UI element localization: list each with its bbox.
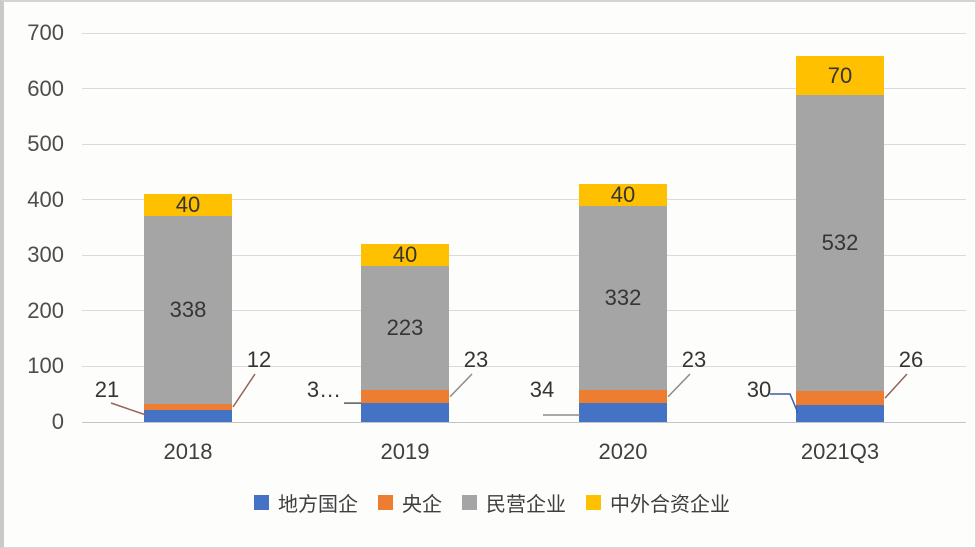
callout-label-2018-series1: 12 <box>246 347 272 372</box>
gridline-700 <box>82 32 966 34</box>
bar-segment-2019-series3 <box>361 244 449 267</box>
y-tick-label-600: 600 <box>27 75 64 101</box>
gridline-200 <box>82 310 966 312</box>
gridline-300 <box>82 254 966 256</box>
bar-segment-2021Q3-series1 <box>796 390 884 406</box>
legend-swatch-icon <box>378 495 393 510</box>
callout-label-2021Q3-series0: 30 <box>746 377 772 402</box>
bar-segment-2020-series1 <box>579 390 667 404</box>
bar-segment-2018-series2 <box>144 215 232 404</box>
callout-label-2021Q3-series1: 26 <box>898 347 924 372</box>
gridline-500 <box>82 143 966 145</box>
legend-item-series3: 中外合资企业 <box>586 488 730 517</box>
legend-label: 中外合资企业 <box>610 494 730 516</box>
data-label-2018-series2: 338 <box>169 296 207 322</box>
y-tick-label-0: 0 <box>51 409 64 434</box>
data-label-2018-series3: 40 <box>175 191 201 217</box>
bar-segment-2020-series2 <box>579 205 667 391</box>
x-tick-label-2018: 2018 <box>163 439 213 464</box>
y-tick-label-300: 300 <box>27 242 64 268</box>
x-tick-label-2020: 2020 <box>598 439 648 464</box>
bar-segment-2021Q3-series2 <box>796 95 884 391</box>
bar-segment-2018-series0 <box>144 410 232 422</box>
legend-item-series2: 民营企业 <box>462 488 566 517</box>
legend-label: 央企 <box>402 494 442 516</box>
gridline-0 <box>82 421 966 423</box>
y-tick-label-700: 700 <box>27 20 64 45</box>
y-tick-label-200: 200 <box>27 297 64 323</box>
bar-segment-2020-series3 <box>579 183 667 206</box>
bar-segment-2019-series0 <box>361 403 449 422</box>
callout-label-2020-series1: 23 <box>681 347 707 372</box>
gridline-400 <box>82 199 966 201</box>
bar-segment-2019-series2 <box>361 266 449 391</box>
legend-swatch-icon <box>254 495 269 510</box>
bar-segment-2021Q3-series3 <box>796 56 884 96</box>
gridline-100 <box>82 365 966 367</box>
bar-segment-2021Q3-series0 <box>796 405 884 422</box>
x-tick-label-2021Q3: 2021Q3 <box>800 439 880 464</box>
callout-label-2020-series0: 34 <box>529 377 555 402</box>
data-label-2019-series2: 223 <box>386 315 424 341</box>
bar-segment-2018-series3 <box>144 193 232 216</box>
callout-label-2019-series1: 23 <box>463 347 489 372</box>
gridline-600 <box>82 88 966 90</box>
legend-swatch-icon <box>462 495 477 510</box>
data-label-2020-series2: 332 <box>604 285 642 311</box>
data-label-2020-series3: 40 <box>610 181 636 207</box>
y-tick-label-400: 400 <box>27 186 64 212</box>
data-label-2019-series3: 40 <box>392 242 418 268</box>
bar-segment-2018-series1 <box>144 403 232 411</box>
x-tick-label-2019: 2019 <box>380 439 430 464</box>
legend-label: 地方国企 <box>278 494 358 516</box>
callout-label-2019-series0: 3… <box>306 377 342 402</box>
callout-label-2018-series0: 21 <box>94 377 120 402</box>
legend-item-series1: 央企 <box>378 488 442 517</box>
bar-segment-2020-series0 <box>579 403 667 422</box>
legend: 地方国企 央企 民营企业 中外合资企业 <box>4 488 975 517</box>
legend-label: 民营企业 <box>486 494 566 516</box>
data-label-2021Q3-series3: 70 <box>827 62 853 88</box>
y-tick-label-100: 100 <box>27 353 64 379</box>
data-label-2021Q3-series2: 532 <box>821 230 859 256</box>
legend-swatch-icon <box>586 495 601 510</box>
y-tick-label-500: 500 <box>27 131 64 157</box>
bar-segment-2019-series1 <box>361 390 449 404</box>
legend-item-series0: 地方国企 <box>254 488 358 517</box>
